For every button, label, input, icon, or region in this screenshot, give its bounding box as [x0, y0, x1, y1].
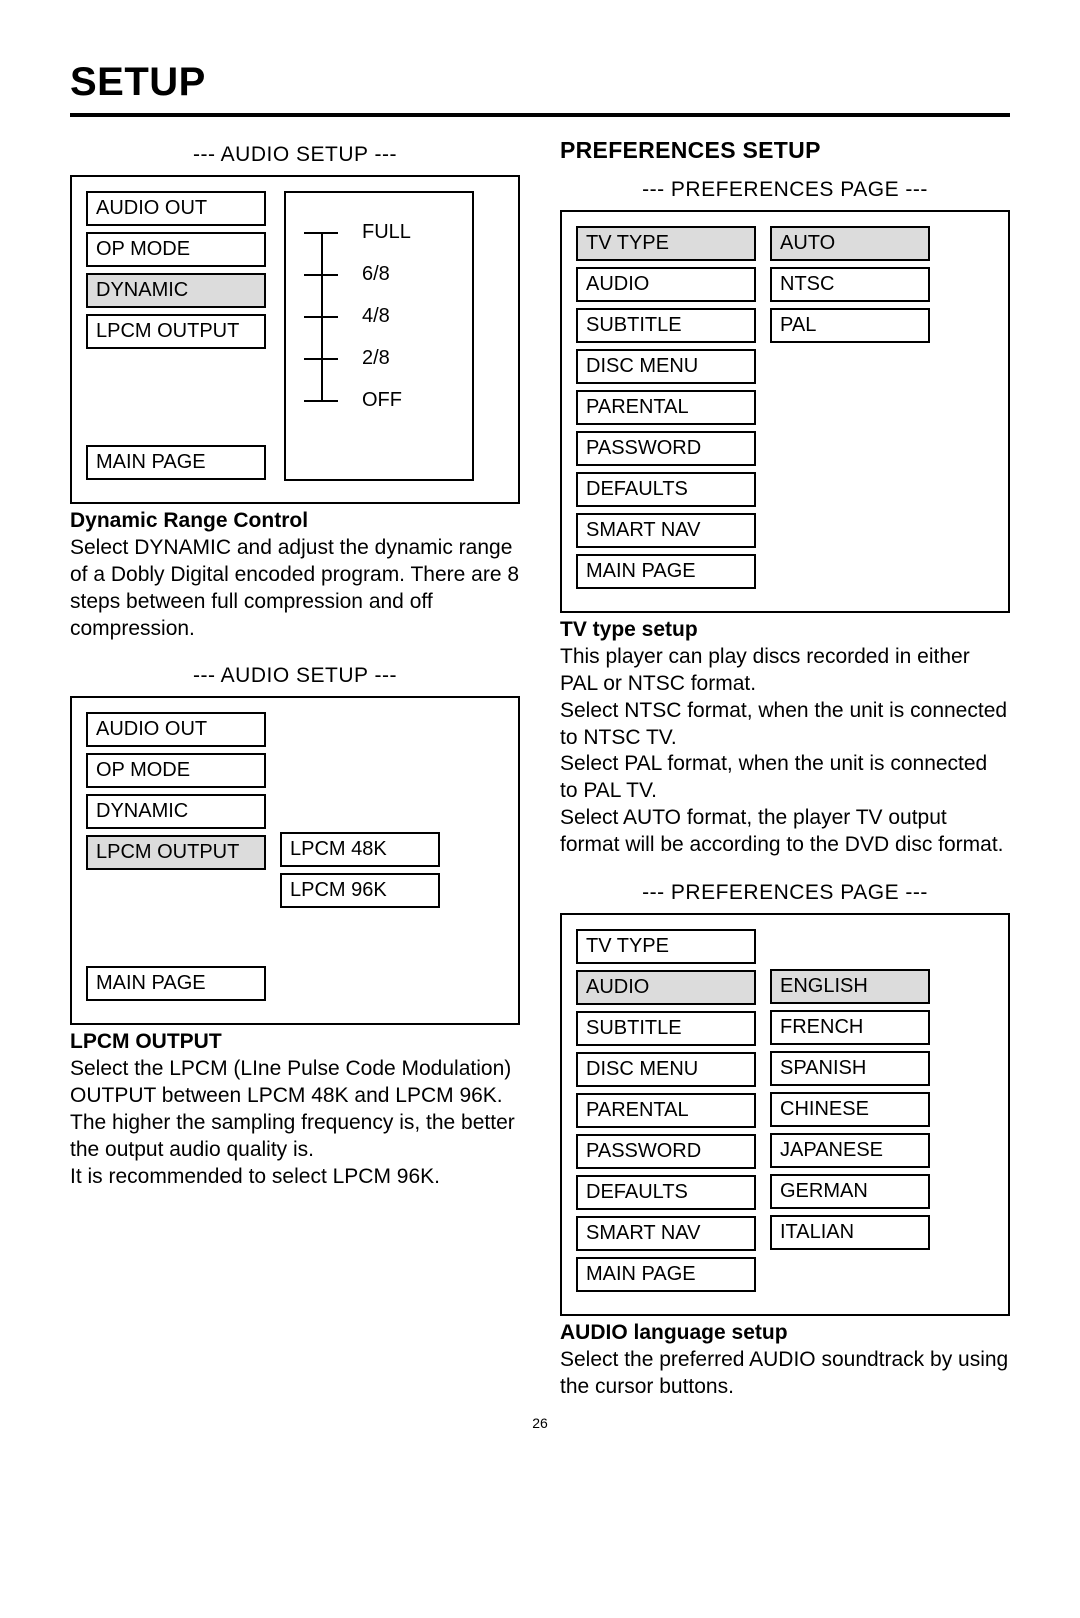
- audio-lang-text: AUDIO language setup Select the preferre…: [560, 1320, 1010, 1401]
- tv-type-body: This player can play discs recorded in e…: [560, 645, 1007, 856]
- pref2-main-page[interactable]: MAIN PAGE: [576, 1257, 756, 1292]
- dynamic-range-title: Dynamic Range Control: [70, 509, 308, 532]
- opt-french[interactable]: FRENCH: [770, 1010, 930, 1045]
- pref2-subtitle[interactable]: SUBTITLE: [576, 1011, 756, 1046]
- pref1-parental[interactable]: PARENTAL: [576, 390, 756, 425]
- pref-menu-2: TV TYPE AUDIO SUBTITLE DISC MENU PARENTA…: [576, 929, 756, 1298]
- page-title: SETUP: [70, 60, 1010, 105]
- menu-dynamic[interactable]: DYNAMIC: [86, 273, 266, 308]
- pref-page-label-1: --- PREFERENCES PAGE ---: [560, 178, 1010, 202]
- menu-op-mode[interactable]: OP MODE: [86, 232, 266, 267]
- opt-german[interactable]: GERMAN: [770, 1174, 930, 1209]
- pref2-audio[interactable]: AUDIO: [576, 970, 756, 1005]
- audio-lang-options: ENGLISH FRENCH SPANISH CHINESE JAPANESE …: [770, 969, 930, 1256]
- slider-off: OFF: [356, 389, 402, 412]
- tv-type-title: TV type setup: [560, 618, 698, 641]
- opt-ntsc[interactable]: NTSC: [770, 267, 930, 302]
- lpcm-output-body2: It is recommended to select LPCM 96K.: [70, 1165, 440, 1188]
- audio-setup-label-1: --- AUDIO SETUP ---: [70, 143, 520, 167]
- lpcm-output-title: LPCM OUTPUT: [70, 1030, 222, 1053]
- menu2-audio-out[interactable]: AUDIO OUT: [86, 712, 266, 747]
- menu-lpcm-output[interactable]: LPCM OUTPUT: [86, 314, 266, 349]
- page-number: 26: [70, 1415, 1010, 1431]
- audio-lang-body: Select the preferred AUDIO soundtrack by…: [560, 1348, 1008, 1398]
- audio-setup-panel-1: AUDIO OUT OP MODE DYNAMIC LPCM OUTPUT MA…: [70, 175, 520, 504]
- title-rule: [70, 113, 1010, 117]
- pref2-disc-menu[interactable]: DISC MENU: [576, 1052, 756, 1087]
- pref2-smart-nav[interactable]: SMART NAV: [576, 1216, 756, 1251]
- menu2-lpcm-output[interactable]: LPCM OUTPUT: [86, 835, 266, 870]
- pref-menu-1: TV TYPE AUDIO SUBTITLE DISC MENU PARENTA…: [576, 226, 756, 595]
- dynamic-range-text: Dynamic Range Control Select DYNAMIC and…: [70, 508, 520, 642]
- menu2-dynamic[interactable]: DYNAMIC: [86, 794, 266, 829]
- pref1-audio[interactable]: AUDIO: [576, 267, 756, 302]
- opt-japanese[interactable]: JAPANESE: [770, 1133, 930, 1168]
- audio-menu-1: AUDIO OUT OP MODE DYNAMIC LPCM OUTPUT MA…: [86, 191, 266, 486]
- pref1-smart-nav[interactable]: SMART NAV: [576, 513, 756, 548]
- opt-chinese[interactable]: CHINESE: [770, 1092, 930, 1127]
- opt-italian[interactable]: ITALIAN: [770, 1215, 930, 1250]
- menu2-op-mode[interactable]: OP MODE: [86, 753, 266, 788]
- preferences-panel-2: TV TYPE AUDIO SUBTITLE DISC MENU PARENTA…: [560, 913, 1010, 1316]
- pref1-defaults[interactable]: DEFAULTS: [576, 472, 756, 507]
- pref1-main-page[interactable]: MAIN PAGE: [576, 554, 756, 589]
- left-column: --- AUDIO SETUP --- AUDIO OUT OP MODE DY…: [70, 137, 520, 1401]
- preferences-setup-heading: PREFERENCES SETUP: [560, 137, 1010, 164]
- opt-spanish[interactable]: SPANISH: [770, 1051, 930, 1086]
- pref2-parental[interactable]: PARENTAL: [576, 1093, 756, 1128]
- audio-lang-title: AUDIO language setup: [560, 1321, 788, 1344]
- audio-setup-panel-2: AUDIO OUT OP MODE DYNAMIC LPCM OUTPUT MA…: [70, 696, 520, 1025]
- lpcm-options: LPCM 48K LPCM 96K: [280, 832, 440, 914]
- preferences-panel-1: TV TYPE AUDIO SUBTITLE DISC MENU PARENTA…: [560, 210, 1010, 613]
- dynamic-range-body: Select DYNAMIC and adjust the dynamic ra…: [70, 536, 519, 640]
- slider-48: 4/8: [356, 305, 390, 328]
- pref2-password[interactable]: PASSWORD: [576, 1134, 756, 1169]
- lpcm-output-text: LPCM OUTPUT Select the LPCM (LIne Pulse …: [70, 1029, 520, 1190]
- tv-type-options: AUTO NTSC PAL: [770, 226, 930, 349]
- menu-audio-out[interactable]: AUDIO OUT: [86, 191, 266, 226]
- slider-full: FULL: [356, 221, 411, 244]
- slider-68: 6/8: [356, 263, 390, 286]
- pref1-password[interactable]: PASSWORD: [576, 431, 756, 466]
- audio-menu-2: AUDIO OUT OP MODE DYNAMIC LPCM OUTPUT MA…: [86, 712, 266, 1007]
- pref2-defaults[interactable]: DEFAULTS: [576, 1175, 756, 1210]
- right-column: PREFERENCES SETUP --- PREFERENCES PAGE -…: [560, 137, 1010, 1401]
- pref1-tv-type[interactable]: TV TYPE: [576, 226, 756, 261]
- pref-page-label-2: --- PREFERENCES PAGE ---: [560, 881, 1010, 905]
- pref2-tv-type[interactable]: TV TYPE: [576, 929, 756, 964]
- pref1-disc-menu[interactable]: DISC MENU: [576, 349, 756, 384]
- opt-auto[interactable]: AUTO: [770, 226, 930, 261]
- audio-setup-label-2: --- AUDIO SETUP ---: [70, 664, 520, 688]
- menu2-main-page[interactable]: MAIN PAGE: [86, 966, 266, 1001]
- lpcm-output-body: Select the LPCM (LIne Pulse Code Modulat…: [70, 1057, 515, 1161]
- slider-28: 2/8: [356, 347, 390, 370]
- opt-english[interactable]: ENGLISH: [770, 969, 930, 1004]
- menu-main-page[interactable]: MAIN PAGE: [86, 445, 266, 480]
- tv-type-text: TV type setup This player can play discs…: [560, 617, 1010, 859]
- dynamic-slider[interactable]: FULL 6/8 4/8 2/8 OFF: [284, 191, 474, 481]
- opt-lpcm-96k[interactable]: LPCM 96K: [280, 873, 440, 908]
- pref1-subtitle[interactable]: SUBTITLE: [576, 308, 756, 343]
- opt-pal[interactable]: PAL: [770, 308, 930, 343]
- opt-lpcm-48k[interactable]: LPCM 48K: [280, 832, 440, 867]
